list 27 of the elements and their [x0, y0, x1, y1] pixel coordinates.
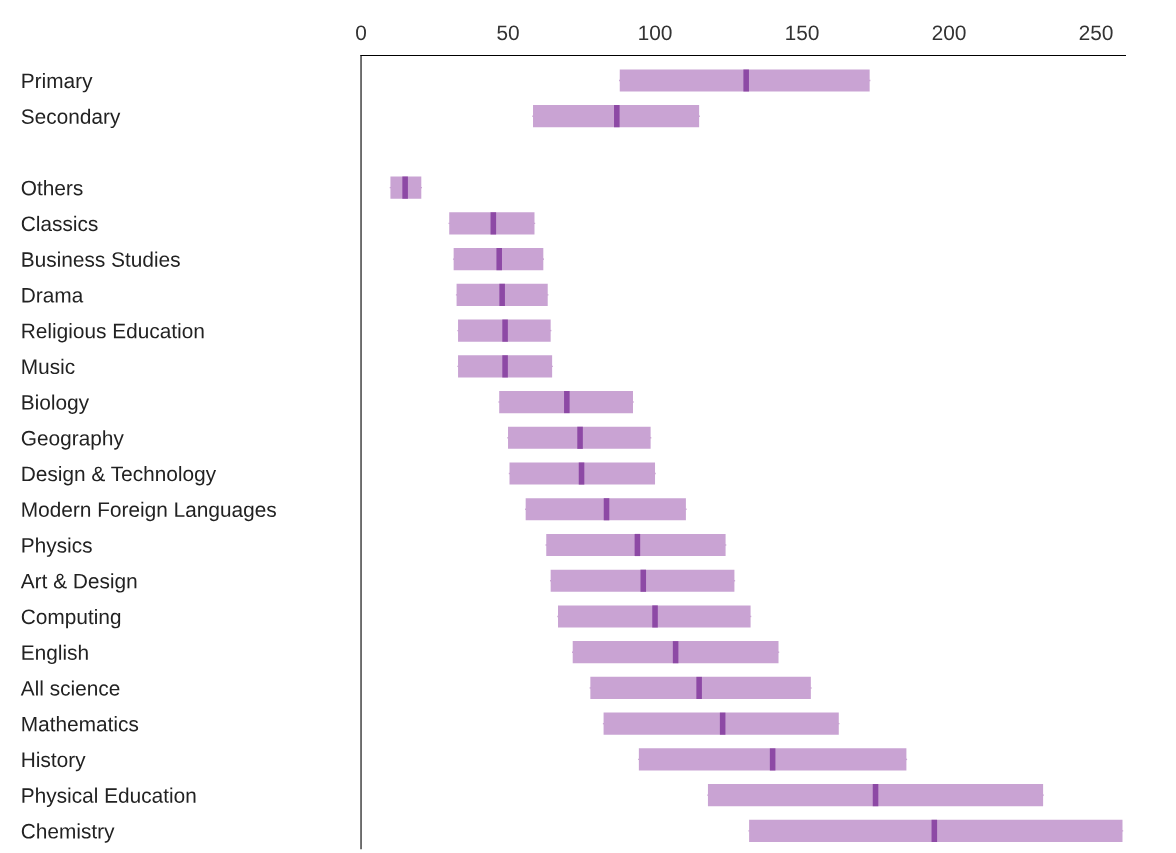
y-tick-label: Religious Education — [22, 323, 204, 343]
y-tick-label: History — [22, 751, 86, 772]
x-tick-label: 150 — [786, 25, 819, 41]
y-tick-label: English — [22, 644, 88, 665]
y-tick-label: Secondary — [21, 108, 121, 129]
y-tick-label: Art & Design — [20, 573, 137, 593]
y-tick-label: Drama — [22, 288, 84, 303]
y-tick-label: Business Studies — [22, 251, 180, 267]
y-tick-label: Physical Education — [22, 787, 196, 808]
y-tick-label: Primary — [22, 72, 93, 93]
y-tick-label: Others — [21, 180, 83, 196]
y-tick-label: Design & Technology — [22, 465, 217, 486]
y-tick-label: Geography — [21, 430, 124, 450]
y-tick-label: Biology — [22, 394, 90, 414]
y-tick-label: Physics — [22, 537, 92, 557]
x-tick-label: 200 — [932, 25, 966, 41]
y-tick-label: Music — [22, 358, 75, 375]
y-tick-label: All science — [20, 680, 120, 696]
x-tick-label: 100 — [639, 25, 672, 41]
x-tick-label: 250 — [1079, 25, 1113, 41]
y-tick-label: Classics — [21, 215, 98, 232]
x-tick-label: 50 — [497, 25, 519, 41]
y-tick-label: Chemistry — [21, 823, 115, 843]
y-tick-label: Mathematics — [22, 716, 139, 732]
y-tick-label: Modern Foreign Languages — [22, 501, 276, 522]
x-tick-label: 0 — [356, 25, 367, 41]
y-tick-label: Computing — [21, 608, 121, 629]
